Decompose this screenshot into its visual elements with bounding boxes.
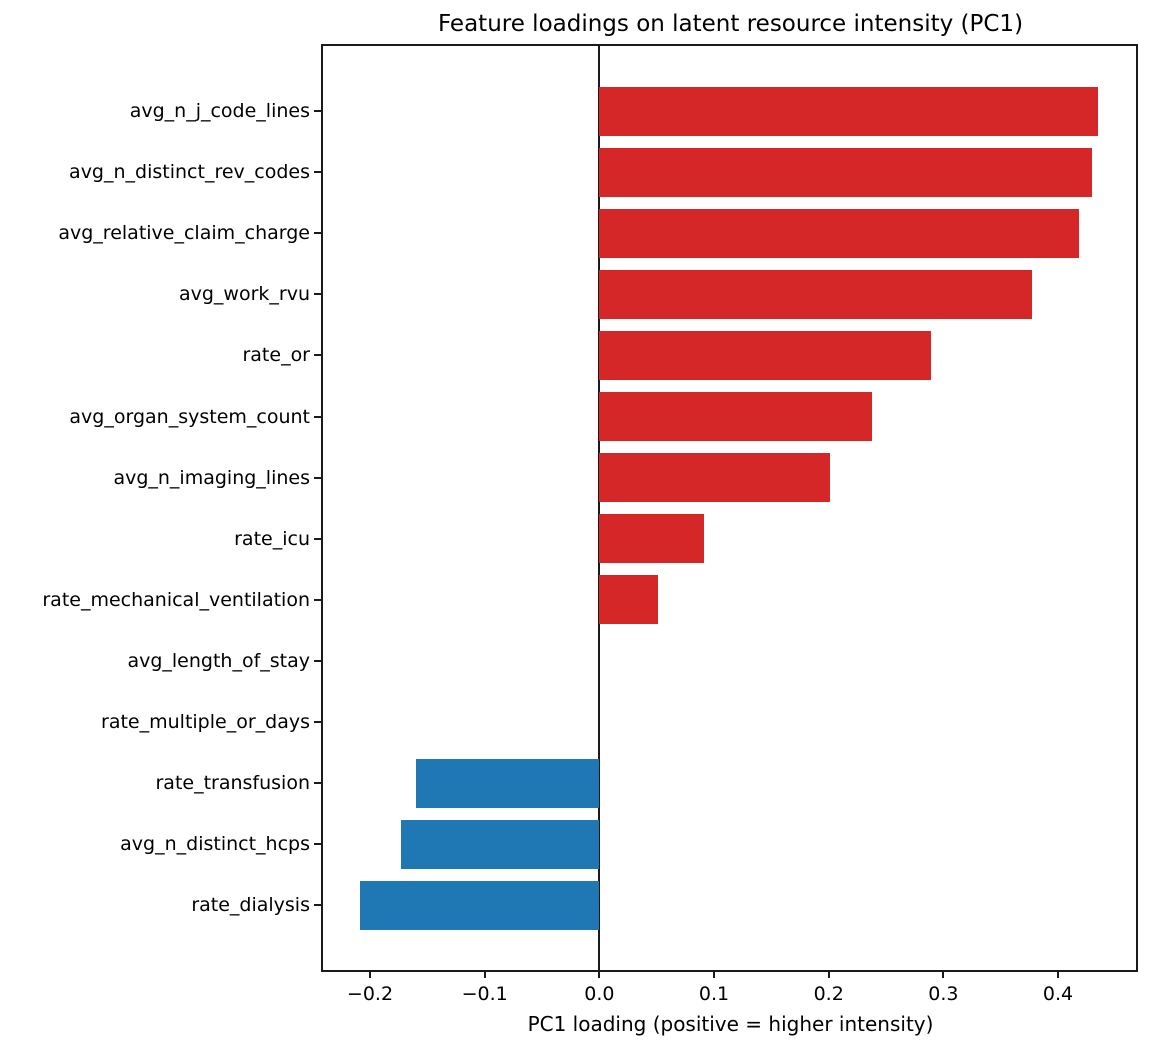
y-tick-label: avg_length_of_stay bbox=[127, 649, 310, 672]
y-tick-label: rate_multiple_or_days bbox=[101, 711, 310, 733]
x-tick-mark bbox=[598, 970, 601, 978]
zero-axis-line bbox=[598, 46, 601, 970]
y-tick-mark bbox=[314, 537, 321, 540]
plot-area bbox=[321, 44, 1138, 972]
y-tick-label: avg_n_distinct_hcps bbox=[120, 833, 310, 856]
bar bbox=[599, 453, 830, 503]
y-tick-label: avg_n_imaging_lines bbox=[113, 466, 310, 489]
y-tick-label: rate_icu bbox=[234, 527, 310, 550]
y-tick-mark bbox=[314, 110, 321, 112]
y-tick-label: rate_mechanical_ventilation bbox=[42, 588, 310, 611]
x-axis-label: PC1 loading (positive = higher intensity… bbox=[527, 1012, 934, 1036]
x-tick-label: 0.0 bbox=[584, 983, 615, 1005]
bar bbox=[400, 819, 600, 869]
y-tick-label: avg_organ_system_count bbox=[69, 405, 310, 428]
bar bbox=[599, 269, 1032, 319]
y-tick-label: avg_work_rvu bbox=[178, 283, 310, 306]
bar bbox=[599, 208, 1079, 258]
x-tick-label: 0.4 bbox=[1042, 983, 1074, 1005]
y-tick-mark bbox=[314, 476, 321, 479]
x-tick-mark bbox=[483, 970, 486, 978]
x-tick-mark bbox=[713, 970, 716, 978]
x-tick-label: 0.2 bbox=[813, 983, 844, 1005]
y-tick-label: rate_or bbox=[242, 344, 310, 367]
y-tick-mark bbox=[314, 904, 321, 907]
y-tick-mark bbox=[314, 293, 321, 296]
y-tick-mark bbox=[314, 354, 321, 357]
y-tick-mark bbox=[314, 721, 321, 723]
bar bbox=[599, 147, 1093, 197]
x-tick-label: −0.1 bbox=[461, 983, 508, 1005]
bar bbox=[415, 758, 600, 808]
y-tick-label: rate_transfusion bbox=[155, 772, 310, 795]
x-tick-mark bbox=[827, 970, 830, 978]
y-tick-label: rate_dialysis bbox=[191, 894, 310, 917]
y-tick-mark bbox=[314, 782, 321, 785]
bar bbox=[599, 575, 658, 625]
bar bbox=[359, 880, 600, 930]
x-tick-label: 0.1 bbox=[698, 983, 730, 1005]
y-tick-label: avg_n_j_code_lines bbox=[129, 100, 310, 122]
bar bbox=[599, 86, 1099, 136]
x-tick-label: −0.2 bbox=[346, 983, 394, 1005]
bar bbox=[599, 392, 873, 441]
y-tick-mark bbox=[314, 843, 321, 846]
x-tick-mark bbox=[942, 970, 945, 978]
bar bbox=[599, 514, 704, 564]
y-tick-mark bbox=[314, 415, 321, 418]
y-tick-mark bbox=[314, 598, 321, 601]
chart-title: Feature loadings on latent resource inte… bbox=[437, 11, 1024, 37]
x-tick-mark bbox=[369, 970, 371, 978]
x-tick-mark bbox=[1057, 970, 1060, 978]
y-tick-label: avg_n_distinct_rev_codes bbox=[69, 161, 310, 184]
y-tick-mark bbox=[314, 659, 321, 662]
bar bbox=[599, 330, 931, 380]
y-tick-mark bbox=[314, 171, 321, 174]
y-tick-mark bbox=[314, 232, 321, 235]
x-tick-label: 0.3 bbox=[928, 983, 959, 1005]
y-tick-label: avg_relative_claim_charge bbox=[58, 222, 310, 245]
